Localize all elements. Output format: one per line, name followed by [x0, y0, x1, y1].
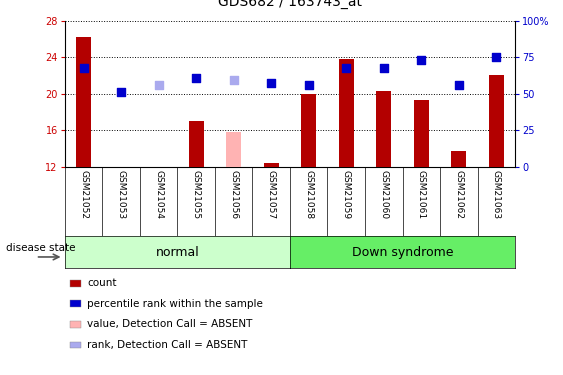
- Point: [379, 65, 388, 71]
- Text: GSM21055: GSM21055: [191, 170, 200, 219]
- Point: [154, 82, 163, 88]
- Bar: [226, 132, 241, 167]
- Point: [492, 54, 501, 60]
- Text: GSM21057: GSM21057: [267, 170, 276, 219]
- Text: rank, Detection Call = ABSENT: rank, Detection Call = ABSENT: [87, 340, 248, 350]
- Text: GSM21054: GSM21054: [154, 170, 163, 219]
- Point: [342, 65, 351, 71]
- Bar: [339, 59, 354, 167]
- Bar: [151, 167, 166, 168]
- Text: GSM21063: GSM21063: [492, 170, 501, 219]
- Bar: [76, 37, 91, 167]
- Text: GSM21053: GSM21053: [117, 170, 126, 219]
- Bar: [301, 94, 316, 167]
- Text: GSM21062: GSM21062: [454, 170, 463, 219]
- Bar: [114, 167, 128, 169]
- Bar: [489, 75, 504, 167]
- Text: GSM21061: GSM21061: [417, 170, 426, 219]
- Text: GSM21058: GSM21058: [304, 170, 313, 219]
- Bar: [452, 152, 466, 167]
- Point: [79, 65, 88, 71]
- Text: value, Detection Call = ABSENT: value, Detection Call = ABSENT: [87, 320, 253, 329]
- Point: [229, 77, 238, 83]
- Point: [191, 75, 200, 81]
- Point: [304, 82, 313, 88]
- Text: GSM21056: GSM21056: [229, 170, 238, 219]
- Bar: [414, 100, 429, 167]
- Text: normal: normal: [155, 246, 199, 259]
- Point: [267, 80, 276, 86]
- Bar: [189, 121, 204, 167]
- Text: GDS682 / 163743_at: GDS682 / 163743_at: [218, 0, 362, 9]
- Text: Down syndrome: Down syndrome: [352, 246, 453, 259]
- Point: [117, 89, 126, 95]
- Bar: [263, 163, 279, 167]
- Text: GSM21060: GSM21060: [379, 170, 388, 219]
- Text: GSM21059: GSM21059: [342, 170, 351, 219]
- Bar: [376, 91, 391, 167]
- Text: percentile rank within the sample: percentile rank within the sample: [87, 299, 263, 309]
- Point: [417, 57, 426, 63]
- Text: GSM21052: GSM21052: [79, 170, 88, 219]
- Point: [454, 82, 463, 88]
- Text: count: count: [87, 278, 117, 288]
- Text: disease state: disease state: [6, 243, 75, 254]
